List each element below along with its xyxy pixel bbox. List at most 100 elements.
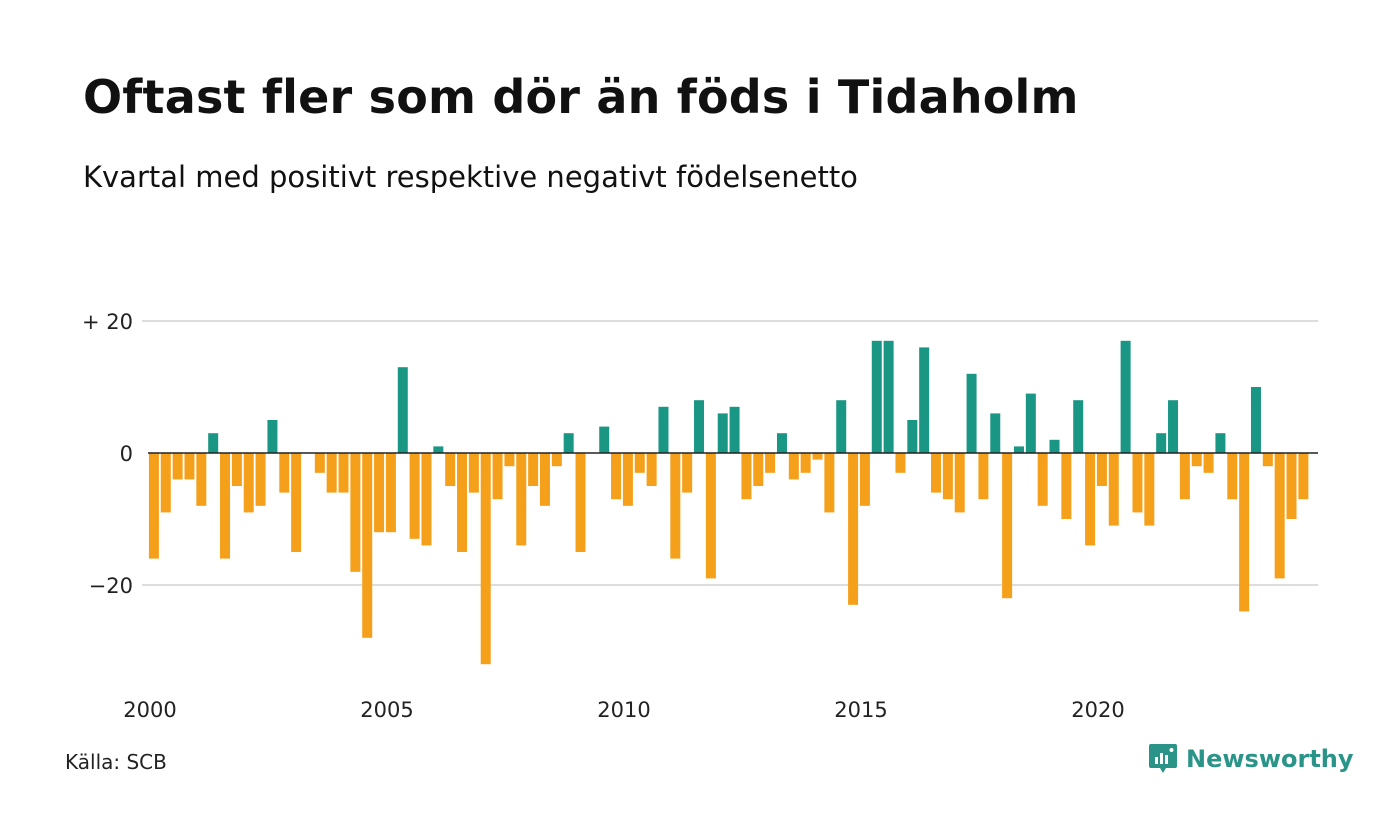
bar-positive [397,367,408,453]
bar-positive [990,413,1001,453]
bar-negative [705,453,716,579]
bar-negative [184,453,195,480]
bar-positive [563,433,574,453]
bar-negative [824,453,835,513]
bar-negative [385,453,396,533]
bar-negative [942,453,953,500]
bar-negative [978,453,989,500]
bar-negative [1061,453,1072,519]
bar-positive [907,420,918,453]
bar-negative [848,453,859,605]
bar-negative [492,453,503,500]
bar-negative [800,453,811,473]
bar-positive [599,426,610,453]
brand-logo: Newsworthy [1148,742,1354,776]
bar-positive [1073,400,1084,453]
bar-negative [196,453,207,506]
bar-negative [1108,453,1119,526]
bar-positive [694,400,705,453]
bar-negative [551,453,562,467]
bar-positive [883,340,894,453]
bar-negative [468,453,479,493]
bar-negative [362,453,373,638]
bar-negative [504,453,515,467]
bar-negative [445,453,456,486]
source-note: Källa: SCB [65,750,167,774]
bar-negative [148,453,159,559]
x-tick-label: 2015 [834,698,887,722]
bar-positive [919,347,930,453]
bar-negative [480,453,491,665]
bar-negative [279,453,290,493]
bar-negative [350,453,361,572]
bar-negative [1274,453,1285,579]
bar-positive [1215,433,1226,453]
bar-negative [859,453,870,506]
bar-negative [172,453,183,480]
bar-negative [1085,453,1096,546]
bar-positive [729,406,740,453]
grid-layer [142,320,1318,586]
bars-layer [148,340,1309,665]
bar-negative [1037,453,1048,506]
x-tick-label: 2005 [360,698,413,722]
y-tick-label: 0 [120,442,133,466]
bar-negative [160,453,171,513]
bar-negative [634,453,645,473]
bar-negative [255,453,266,506]
bar-positive [658,406,669,453]
bar-negative [765,453,776,473]
bar-positive [208,433,219,453]
y-tick-label: + 20 [82,310,133,334]
bar-negative [741,453,752,500]
chart-subtitle: Kvartal med positivt respektive negativt… [83,160,858,194]
x-tick-label: 2010 [597,698,650,722]
bar-negative [231,453,242,486]
bar-positive [267,420,278,453]
bar-negative [682,453,693,493]
bar-positive [836,400,847,453]
bar-positive [966,373,977,453]
bar-negative [1227,453,1238,500]
bar-negative [457,453,468,552]
bar-negative [1191,453,1202,467]
bar-negative [1203,453,1214,473]
axis-layer: + 20 0 −20 2000 2005 2010 2015 2020 [82,310,1318,722]
bar-negative [753,453,764,486]
bar-negative [1179,453,1190,500]
bar-positive [1049,439,1060,453]
bar-positive [433,446,444,453]
bar-negative [539,453,550,506]
bar-negative [338,453,349,493]
bar-negative [243,453,254,513]
bar-negative [314,453,325,473]
bar-positive [1025,393,1036,453]
bar-negative [516,453,527,546]
bar-negative [670,453,681,559]
y-tick-label: −20 [89,574,133,598]
bar-negative [374,453,385,533]
bar-negative [1298,453,1309,500]
bar-positive [871,340,882,453]
bar-negative [1144,453,1155,526]
bar-negative [421,453,432,546]
bar-negative [1286,453,1297,519]
bar-chart: + 20 0 −20 2000 2005 2010 2015 2020 [82,310,1318,722]
bar-negative [812,453,823,460]
x-tick-label: 2000 [123,698,176,722]
bar-negative [1132,453,1143,513]
bar-negative [1239,453,1250,612]
bar-positive [1013,446,1024,453]
bar-negative [220,453,231,559]
bar-negative [1002,453,1013,599]
bar-negative [931,453,942,493]
bar-negative [1262,453,1273,467]
x-tick-label: 2020 [1071,698,1124,722]
bar-positive [1120,340,1131,453]
bar-negative [611,453,622,500]
bar-negative [528,453,539,486]
bar-positive [717,413,728,453]
bar-positive [1250,387,1261,453]
bar-negative [622,453,633,506]
bar-negative [1096,453,1107,486]
